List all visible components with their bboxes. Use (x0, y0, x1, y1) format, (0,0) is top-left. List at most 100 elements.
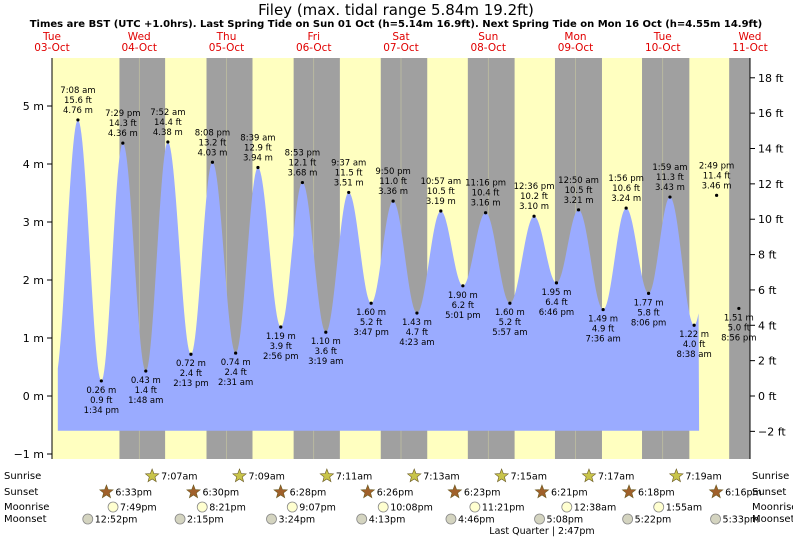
tide-time: 1:59 am (652, 163, 687, 173)
moonset-icon (266, 513, 277, 525)
night-band (729, 58, 750, 459)
sunrise-time: 7:07am (161, 472, 197, 483)
tide-metres: 3.46 m (702, 181, 732, 191)
tide-point (144, 369, 148, 373)
moonrise-time: 9:07pm (299, 503, 336, 514)
moonset-icon (82, 513, 94, 525)
sunset-time: 6:23pm (464, 488, 501, 499)
moonset-time: 5:33pm (723, 515, 760, 526)
tide-time: 12:36 pm (514, 182, 555, 192)
moonrise-time: 10:08pm (390, 503, 433, 514)
sunset-icon (98, 484, 114, 499)
tide-point (415, 311, 419, 315)
moonrise-time: 8:21pm (209, 503, 246, 514)
tide-time: 1:48 am (128, 396, 163, 406)
tide-point (391, 199, 395, 203)
moonset-row: Moonset Moonset 12:52pm 2:15pm 3:24pm 4:13pm 4… (4, 513, 793, 526)
tide-feet: 5.0 ft (728, 323, 751, 333)
tide-metres: 3.51 m (334, 178, 364, 188)
axes: −1 m 0 m 1 m 2 m 3 m 4 m 5 m −2 ft 0 ft 2 ft 4 ft 6… (14, 58, 786, 461)
low-tide-label: 0.26 m0.9 ft1:34 pm (84, 379, 119, 416)
moonrise-row: Moonrise Moonrise 7:49pm 8:21pm 9:07pm 10:08p… (4, 501, 793, 514)
sunset-icon (447, 484, 463, 499)
tide-time: 10:57 am (420, 177, 461, 187)
moonset-time: 4:46pm (458, 515, 495, 526)
tide-feet: 2.4 ft (224, 368, 247, 378)
tide-feet: 11.3 ft (656, 173, 684, 183)
y-tick-label-m: 4 m (23, 158, 44, 171)
tide-metres: 3.24 m (611, 194, 641, 204)
day-date: 11-Oct (732, 42, 768, 54)
moonset-icon (445, 513, 457, 525)
moonset-icon (174, 513, 186, 525)
sunset-icon (360, 484, 376, 499)
tide-time: 9:50 pm (375, 167, 410, 177)
tide-point (76, 118, 80, 122)
sunrise-icon (494, 468, 510, 483)
tide-metres: 4.36 m (108, 129, 138, 139)
tide-feet: 14.3 ft (109, 119, 137, 129)
tide-feet: 10.5 ft (427, 187, 455, 197)
tide-metres: 1.19 m (266, 332, 296, 342)
tide-point (737, 306, 741, 311)
sunset-time: 6:30pm (203, 488, 240, 499)
tide-point (300, 180, 305, 185)
sunrise-row-label-right: Sunrise (752, 471, 789, 482)
moonset-time: 5:22pm (635, 515, 672, 526)
tide-time: 8:56 pm (721, 333, 756, 343)
y-tick-label-ft: 18 ft (758, 72, 784, 85)
tide-point (715, 193, 719, 197)
moonrise-time: 7:49pm (120, 503, 157, 514)
tide-point (532, 214, 536, 218)
low-tide-label: 1.77 m5.8 ft8:06 pm (631, 291, 666, 328)
tide-metres: 1.60 m (495, 308, 525, 318)
moonset-row-label-left: Moonset (4, 514, 47, 525)
day-date: 03-Oct (34, 42, 70, 54)
sunrise-icon (144, 468, 160, 483)
day-date: 04-Oct (121, 42, 157, 54)
tide-time: 6:46 pm (539, 308, 574, 318)
tide-time: 1:56 pm (608, 174, 643, 184)
sunset-time: 6:28pm (290, 488, 327, 499)
y-tick-label-ft: 8 ft (758, 249, 777, 262)
sunrise-row: Sunrise Sunrise 7:07am 7:09am 7:11am 7:13am 7:… (4, 468, 789, 483)
sunrise-icon (668, 468, 684, 483)
moonset-icon (710, 513, 721, 525)
tide-feet: 6.4 ft (545, 298, 568, 308)
low-tide-label: 1.22 m4.0 ft8:38 am (676, 323, 712, 360)
sunset-icon (621, 484, 637, 499)
tide-time: 3:19 am (308, 357, 343, 367)
sunrise-icon (406, 468, 422, 483)
tide-point (210, 160, 215, 164)
low-tide-label: 0.74 m2.4 ft2:31 am (218, 351, 253, 388)
sunset-time: 6:16pm (725, 488, 762, 499)
tide-time: 2:56 pm (263, 352, 298, 362)
low-tide-label: 1.60 m5.2 ft5:57 am (492, 301, 528, 338)
tide-time: 2:13 pm (173, 379, 208, 389)
moonrise-icon (286, 501, 298, 513)
tide-feet: 10.2 ft (520, 192, 548, 202)
low-tide-label: 1.43 m4.7 ft4:23 am (399, 311, 435, 348)
moonset-icon (356, 513, 368, 525)
tide-metres: 0.26 m (86, 386, 116, 396)
tide-time: 5:57 am (492, 328, 527, 338)
tide-feet: 10.5 ft (565, 186, 593, 196)
tide-point (189, 352, 193, 356)
tide-metres: 0.74 m (221, 358, 251, 368)
tide-time: 7:36 am (585, 335, 620, 345)
sunrise-time: 7:13am (423, 472, 459, 483)
day-name: Sun (478, 31, 498, 43)
tide-point (439, 209, 443, 213)
tide-point (369, 301, 373, 305)
tide-point (692, 323, 696, 327)
